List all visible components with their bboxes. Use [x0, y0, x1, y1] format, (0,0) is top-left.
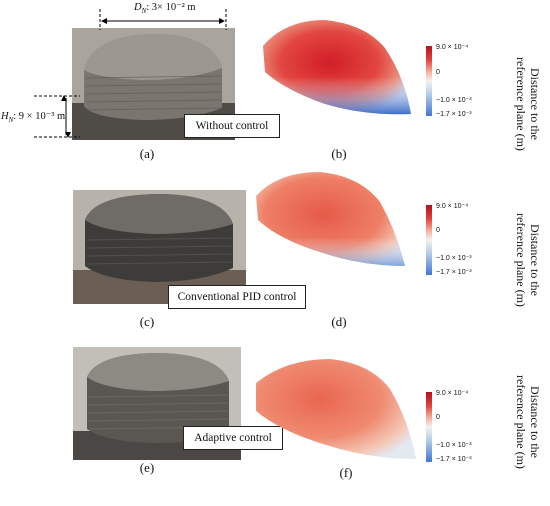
colorbar-row1 — [426, 46, 432, 116]
control-label-without: Without control — [184, 114, 280, 138]
photo-pid-control — [73, 190, 246, 304]
colorbar-tick-max: 9.0 × 10⁻⁴ — [436, 203, 469, 210]
diameter-label: DN: 3× 10⁻² m — [134, 2, 196, 16]
caption-e: (e) — [139, 460, 155, 475]
colorbar-tick-min: −1.7 × 10⁻³ — [436, 456, 472, 463]
caption-c: (c) — [139, 314, 155, 329]
photo-adaptive-control — [73, 347, 241, 460]
colorbar-tick-zero: 0 — [436, 69, 440, 76]
printed-part-illustration — [72, 28, 235, 140]
photo-without-control — [72, 28, 235, 140]
colorbar-tick-max: 9.0 × 10⁻⁴ — [436, 390, 469, 397]
deviation-map-adaptive-control — [256, 359, 416, 459]
colorbar-tick-zero: 0 — [436, 227, 440, 234]
colorbar-row2 — [426, 205, 432, 275]
colorbar-tick-mid: −1.0 × 10⁻³ — [436, 97, 472, 104]
deviation-map-without-control — [263, 20, 411, 115]
colorbar-tick-min: −1.7 × 10⁻³ — [436, 269, 472, 276]
control-label-adaptive: Adaptive control — [183, 426, 283, 450]
caption-b: (b) — [331, 146, 347, 161]
deviation-map-pid-control — [256, 172, 405, 266]
axis-label-row1: Distance to the reference plane (m) — [514, 57, 542, 151]
colorbar-row3 — [426, 392, 432, 462]
caption-d: (d) — [331, 314, 347, 329]
height-label: HN: 9 × 10⁻³ m — [1, 111, 66, 125]
control-label-pid: Conventional PID control — [168, 285, 306, 309]
colorbar-tick-mid: −1.0 × 10⁻³ — [436, 255, 472, 262]
colorbar-tick-mid: −1.0 × 10⁻³ — [436, 442, 472, 449]
caption-a: (a) — [139, 146, 155, 161]
colorbar-tick-zero: 0 — [436, 414, 440, 421]
printed-part-illustration — [73, 190, 246, 304]
colorbar-tick-min: −1.7 × 10⁻³ — [436, 111, 472, 118]
dimension-lines — [34, 9, 227, 138]
printed-part-illustration — [73, 347, 241, 460]
axis-label-row2: Distance to the reference plane (m) — [514, 213, 542, 307]
caption-f: (f) — [339, 465, 353, 480]
axis-label-row3: Distance to the reference plane (m) — [514, 375, 542, 469]
colorbar-tick-max: 9.0 × 10⁻⁴ — [436, 44, 469, 51]
